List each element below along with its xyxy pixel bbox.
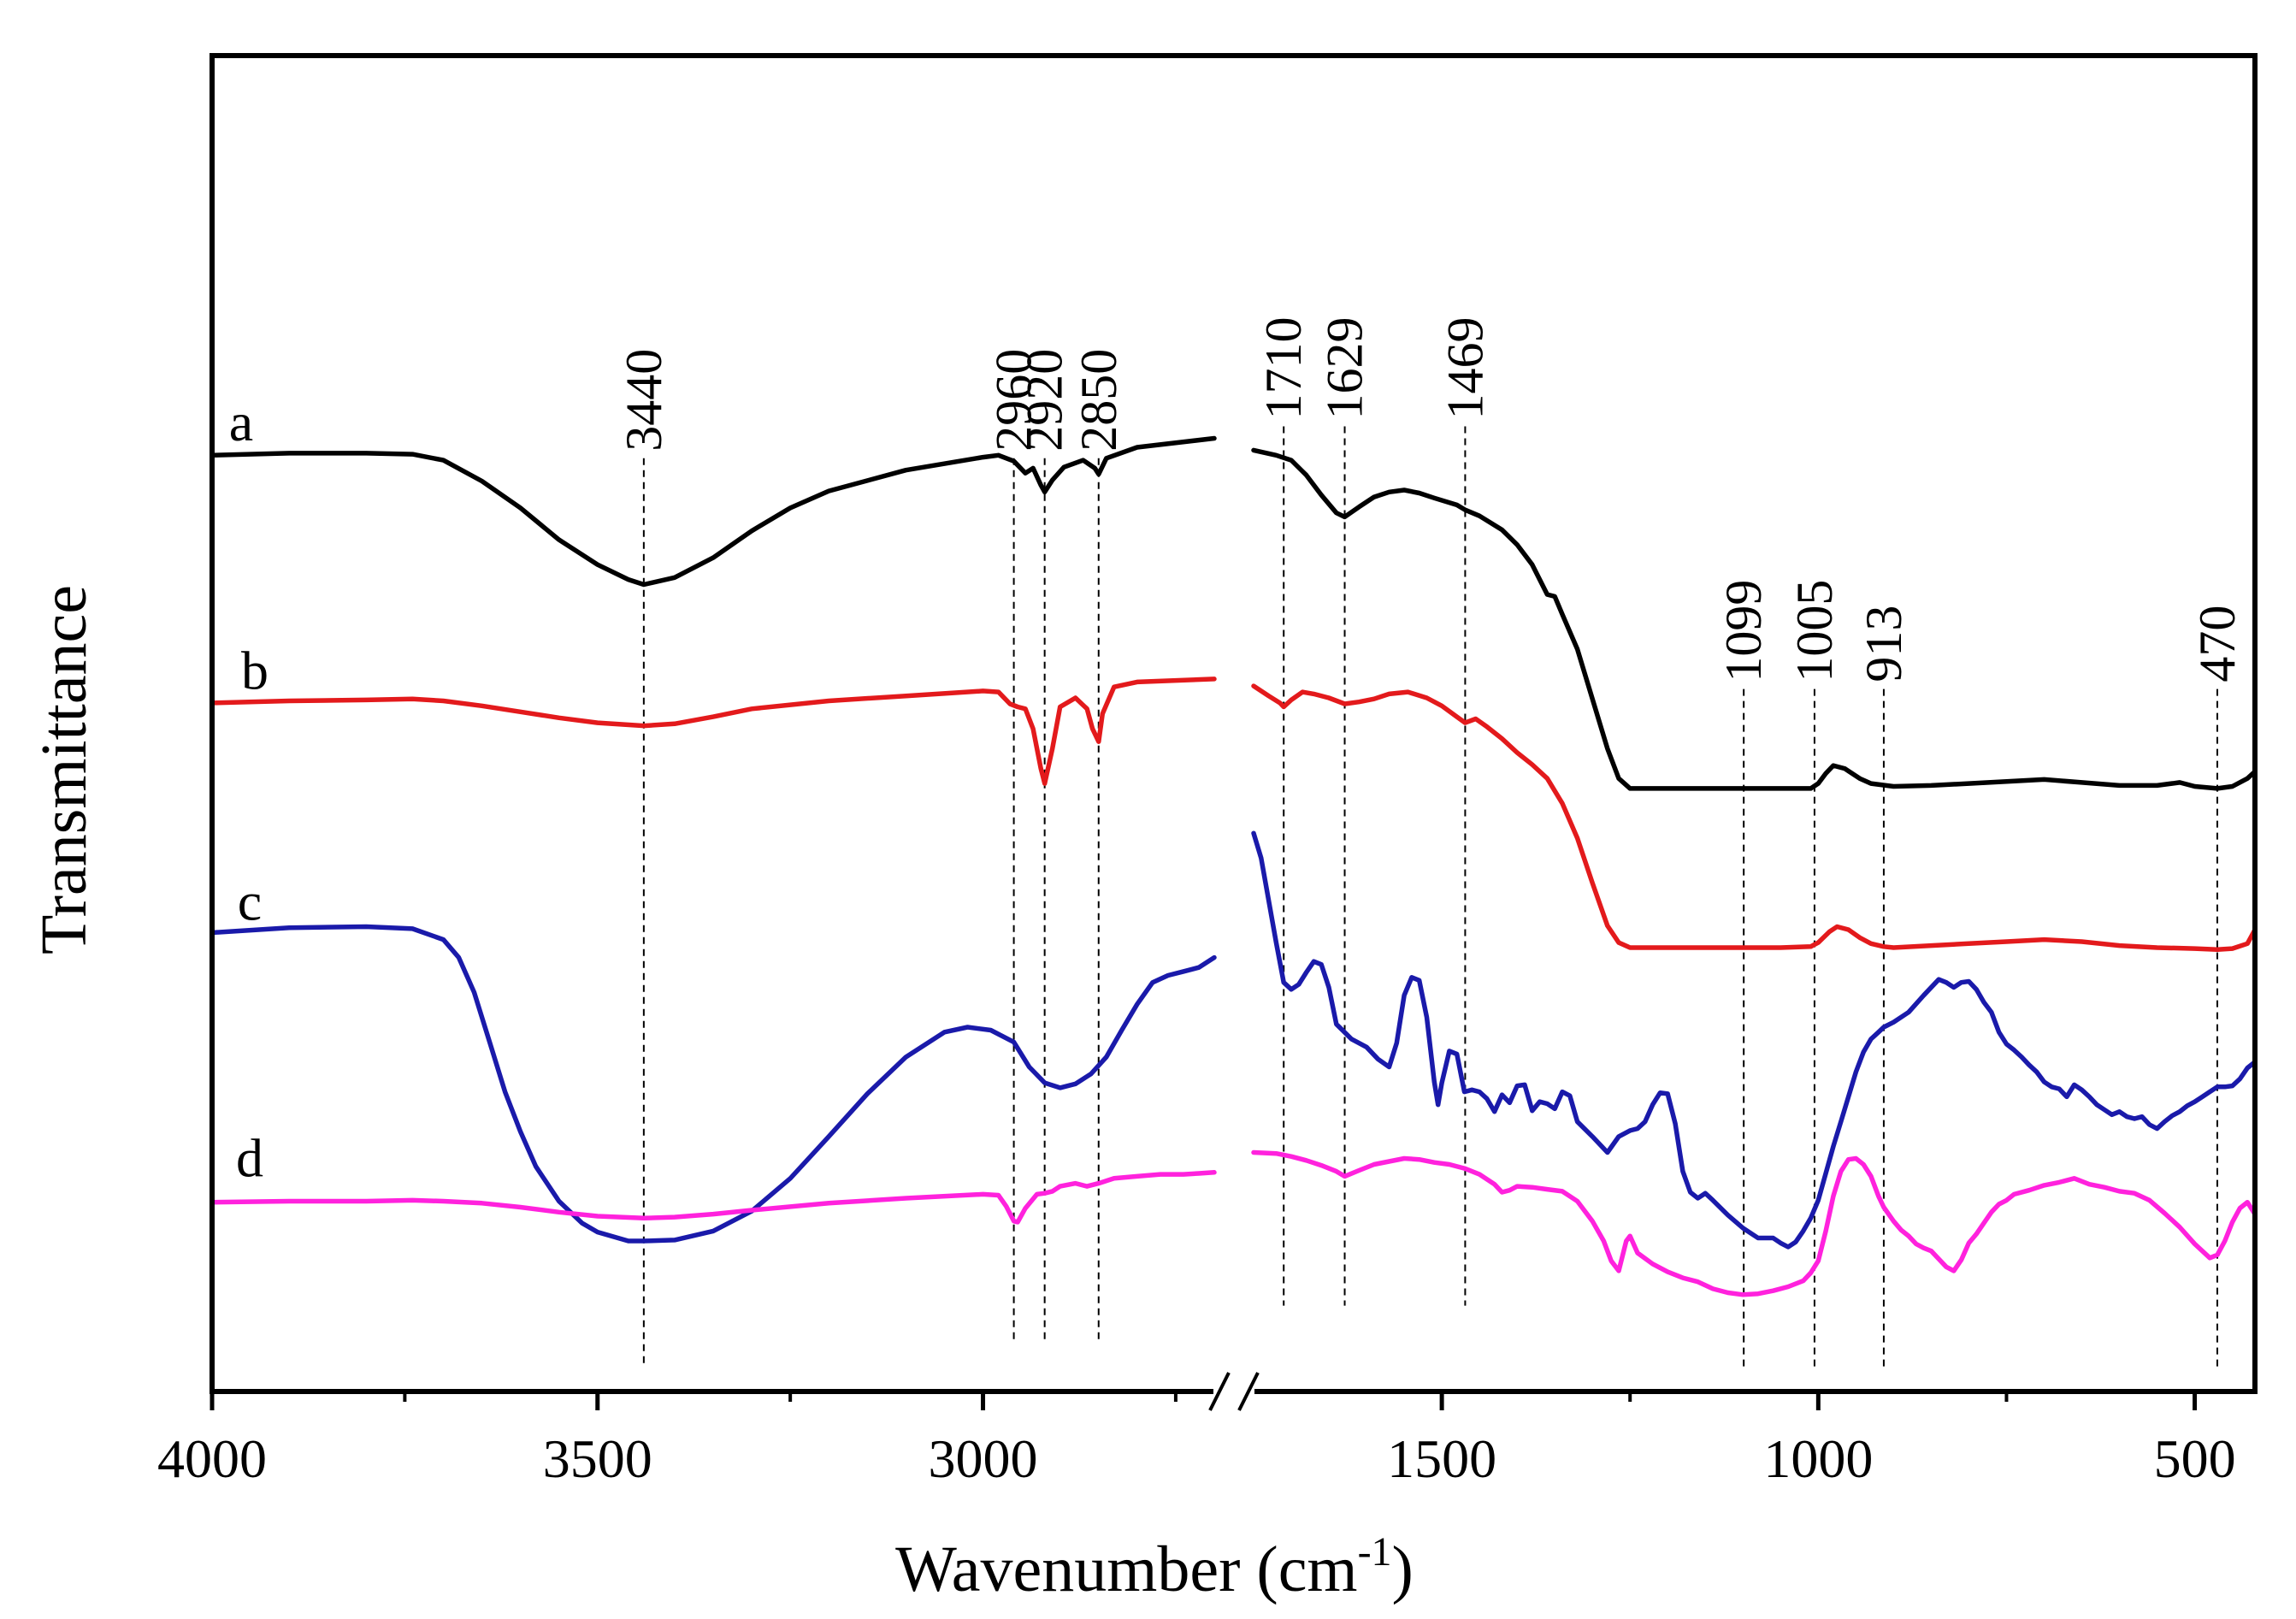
peak-label-1005: 1005 <box>1786 580 1843 682</box>
series-c-line-1 <box>210 924 1217 1244</box>
series-b-line-1 <box>210 677 1217 786</box>
axis-break-mark-right <box>1237 1372 1260 1411</box>
peak-label-913: 913 <box>1856 606 1912 682</box>
x-axis-label-superscript: -1 <box>1358 1529 1392 1575</box>
series-c-line-2 <box>1251 830 2258 1250</box>
peak-label-1099: 1099 <box>1715 580 1772 682</box>
x-tick-label-3000: 3000 <box>929 1428 1038 1489</box>
spectra-series <box>210 435 2258 1297</box>
series-d-line-2 <box>1251 1149 2258 1297</box>
x-tick-label-1000: 1000 <box>1763 1428 1873 1489</box>
peak-label-470: 470 <box>2189 606 2246 682</box>
x-axis-label-main: Wavenumber (cm <box>895 1533 1357 1605</box>
x-tick-label-4000: 4000 <box>157 1428 267 1489</box>
peak-label-3440: 3440 <box>616 349 672 452</box>
series-label-b: b <box>241 641 269 701</box>
peak-label-1469: 1469 <box>1437 317 1493 420</box>
peak-label-2960: 2960 <box>986 349 1042 452</box>
x-axis-label: Wavenumber (cm-1) <box>895 1529 1414 1605</box>
series-d-line-1 <box>210 1170 1217 1225</box>
axis-break-mark-left <box>1208 1372 1231 1411</box>
peak-label-2920: 2920 <box>1017 349 1073 452</box>
peak-label-2850: 2850 <box>1071 349 1127 452</box>
series-a-line-2 <box>1251 447 2258 791</box>
peak-label-1710: 1710 <box>1255 317 1312 420</box>
series-b-line-2 <box>1251 683 2258 953</box>
y-axis-label: Transmittance <box>28 585 100 954</box>
x-tick-label-3500: 3500 <box>543 1428 652 1489</box>
series-label-a: a <box>229 392 253 452</box>
x-tick-label-500: 500 <box>2154 1428 2236 1489</box>
series-label-c: c <box>238 871 262 931</box>
x-axis: 4000 3500 3000 1500 1000 500 <box>157 1372 2236 1489</box>
series-a-line-1 <box>210 435 1217 588</box>
series-label-d: d <box>236 1127 263 1188</box>
peak-label-1629: 1629 <box>1317 317 1373 420</box>
x-axis-label-close: ) <box>1392 1533 1414 1605</box>
axis-break-gap <box>1213 1383 1254 1400</box>
series-labels: a b c d <box>229 392 269 1189</box>
x-tick-label-1500: 1500 <box>1387 1428 1496 1489</box>
